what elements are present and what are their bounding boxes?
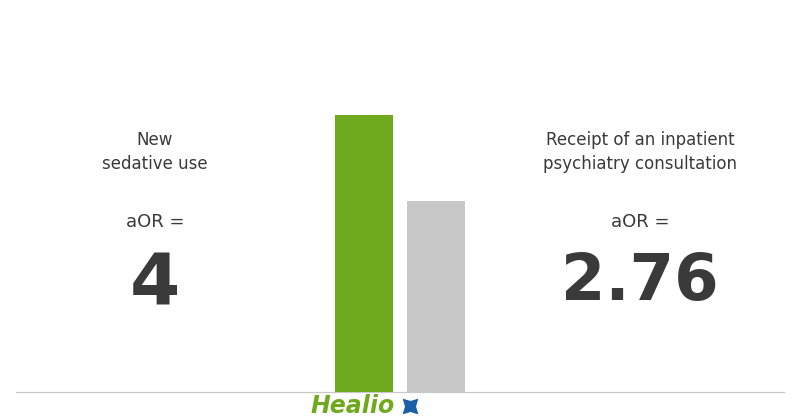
Text: sedative use: sedative use: [102, 155, 208, 173]
Text: aOR =: aOR =: [126, 213, 184, 231]
Text: psychiatry consultation: psychiatry consultation: [543, 155, 737, 173]
Text: (vs. community) was linked to:: (vs. community) was linked to:: [206, 67, 594, 87]
Text: Receipt of an inpatient: Receipt of an inpatient: [546, 131, 734, 149]
Text: 4: 4: [130, 251, 180, 320]
Bar: [407, 201, 465, 392]
Text: Healio: Healio: [310, 394, 395, 418]
Text: aOR =: aOR =: [610, 213, 670, 231]
Text: Discharge to a long-term care facility: Discharge to a long-term care facility: [166, 26, 634, 46]
Text: New: New: [137, 131, 173, 149]
Text: 2.76: 2.76: [561, 251, 719, 313]
Bar: [335, 115, 393, 392]
